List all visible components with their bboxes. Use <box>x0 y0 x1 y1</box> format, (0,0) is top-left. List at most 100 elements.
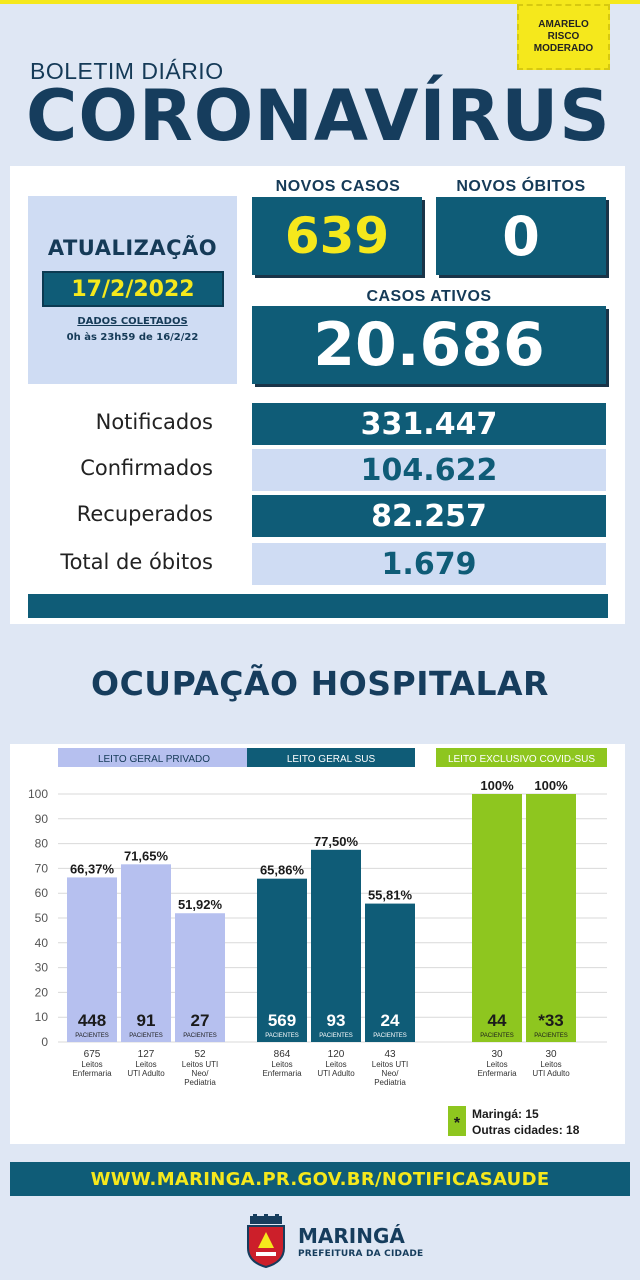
bar-bed-type-0-0-1: Enfermaria <box>72 1069 112 1078</box>
bar-percent-label-0-1: 71,65% <box>124 848 169 863</box>
new-deaths-label: NOVOS ÓBITOS <box>456 178 586 195</box>
bar-bed-type-0-1-0: Leitos <box>135 1060 156 1069</box>
city-hall-label: PREFEITURA DA CIDADE <box>298 1249 424 1259</box>
stat-label-confirmed: Confirmados <box>80 456 213 480</box>
y-tick-label-0: 0 <box>41 1035 48 1049</box>
bar-bed-type-0-0-0: Leitos <box>81 1060 102 1069</box>
new-cases-value: 639 <box>252 197 422 275</box>
bar-beds-count-2-0: 30 <box>491 1049 503 1060</box>
bar-0-0 <box>67 877 117 1042</box>
y-tick-label-100: 100 <box>28 787 48 801</box>
bar-bed-type-2-1-1: UTI Adulto <box>532 1069 570 1078</box>
risk-badge: AMARELO RISCO MODERADO <box>517 4 610 70</box>
stat-value-notified: 331.447 <box>252 403 606 445</box>
bar-patients-count-0-2: 27 <box>191 1011 210 1030</box>
bar-patients-label-2-1: PACIENTES <box>534 1033 568 1039</box>
group-header-2 <box>436 748 607 767</box>
footer-url-link[interactable]: WWW.MARINGA.PR.GOV.BR/NOTIFICASAUDE <box>90 1168 550 1190</box>
stat-label-notified: Notificados <box>95 410 213 434</box>
active-cases-label: CASOS ATIVOS <box>366 288 492 305</box>
bar-bed-type-1-1-1: UTI Adulto <box>317 1069 355 1078</box>
bar-bed-type-2-1-0: Leitos <box>540 1060 561 1069</box>
bar-bed-type-1-0-0: Leitos <box>271 1060 292 1069</box>
bar-1-1 <box>311 849 361 1042</box>
bar-patients-count-1-0: 569 <box>268 1011 296 1030</box>
bar-patients-label-0-2: PACIENTES <box>183 1033 217 1039</box>
bar-bed-type-1-2-0: Leitos UTI <box>372 1060 408 1069</box>
footnote-line-1: Maringá: 15 <box>472 1107 539 1121</box>
bar-beds-count-0-0: 675 <box>84 1049 101 1060</box>
bar-beds-count-1-0: 864 <box>274 1049 291 1060</box>
top-yellow-line <box>0 0 640 4</box>
bar-bed-type-0-2-1: Neo/ <box>192 1069 210 1078</box>
bar-patients-count-0-1: 91 <box>137 1011 156 1030</box>
y-tick-label-10: 10 <box>35 1010 49 1024</box>
update-label: ATUALIZAÇÃO <box>47 236 218 260</box>
group-header-0 <box>58 748 250 767</box>
hospital-occupancy-title: OCUPAÇÃO HOSPITALAR <box>91 664 549 703</box>
update-date: 17/2/2022 <box>42 271 224 307</box>
bulletin-title: CORONAVÍRUS <box>26 75 611 157</box>
bar-patients-count-2-1: *33 <box>538 1011 564 1030</box>
bar-2-0 <box>472 794 522 1042</box>
data-collected-period: 0h às 23h59 de 16/2/22 <box>66 332 199 343</box>
footnote-line-2: Outras cidades: 18 <box>472 1123 580 1137</box>
stat-value-total-deaths: 1.679 <box>252 543 606 585</box>
stat-value-confirmed: 104.622 <box>252 449 606 491</box>
bar-2-1 <box>526 794 576 1042</box>
stat-label-recovered: Recuperados <box>76 502 213 526</box>
bar-bed-type-0-1-1: UTI Adulto <box>127 1069 165 1078</box>
bar-percent-label-0-0: 66,37% <box>70 861 115 876</box>
city-coat-of-arms-icon <box>247 1214 285 1268</box>
bar-patients-label-0-0: PACIENTES <box>75 1033 109 1039</box>
footer-url-bar: WWW.MARINGA.PR.GOV.BR/NOTIFICASAUDE <box>10 1162 630 1196</box>
y-tick-label-60: 60 <box>35 886 49 900</box>
bar-bed-type-2-0-1: Enfermaria <box>477 1069 517 1078</box>
bar-patients-label-1-0: PACIENTES <box>265 1033 299 1039</box>
bar-0-1 <box>121 864 171 1042</box>
group-header-label-0: LEITO GERAL PRIVADO <box>98 754 210 765</box>
update-box: ATUALIZAÇÃO 17/2/2022 DADOS COLETADOS 0h… <box>28 196 237 384</box>
stat-value-recovered: 82.257 <box>252 495 606 537</box>
bar-patients-count-1-2: 24 <box>381 1011 400 1030</box>
bar-patients-label-2-0: PACIENTES <box>480 1033 514 1039</box>
bar-bed-type-1-2-1: Neo/ <box>382 1069 400 1078</box>
group-header-label-1: LEITO GERAL SUS <box>287 754 376 765</box>
footnote-marker: * <box>454 1115 461 1132</box>
bar-percent-label-1-1: 77,50% <box>314 834 359 849</box>
active-cases-value: 20.686 <box>252 306 606 384</box>
risk-line-1: AMARELO <box>538 19 589 30</box>
bar-beds-count-2-1: 30 <box>545 1049 557 1060</box>
y-tick-label-30: 30 <box>35 961 49 975</box>
bar-patients-count-1-1: 93 <box>327 1011 346 1030</box>
hospital-occupancy-chart: 100 90 80 70 60 50 40 30 20 10 0 LEITO GERAL PRIVAD… <box>10 744 625 1144</box>
bar-patients-label-1-1: PACIENTES <box>319 1033 353 1039</box>
bar-patients-label-0-1: PACIENTES <box>129 1033 163 1039</box>
bar-patients-count-0-0: 448 <box>78 1011 106 1030</box>
bar-bed-type-1-1-0: Leitos <box>325 1060 346 1069</box>
y-tick-label-40: 40 <box>35 936 49 950</box>
new-cases-label: NOVOS CASOS <box>275 178 401 195</box>
bar-beds-count-1-1: 120 <box>328 1049 345 1060</box>
bulletin-subtitle: BOLETIM DIÁRIO <box>30 58 224 84</box>
data-collected-title: DADOS COLETADOS <box>77 316 188 327</box>
risk-line-2: RISCO <box>547 31 580 42</box>
bar-percent-label-2-1: 100% <box>534 778 568 793</box>
stats-bottom-bar <box>28 594 608 618</box>
y-tick-label-20: 20 <box>35 985 49 999</box>
bar-1-2 <box>365 903 415 1042</box>
bar-bed-type-0-2-2: Pediatria <box>184 1078 216 1087</box>
bar-percent-label-1-0: 65,86% <box>260 863 305 878</box>
new-deaths-value: 0 <box>436 197 606 275</box>
y-tick-label-90: 90 <box>35 812 49 826</box>
stat-label-total-deaths: Total de óbitos <box>60 550 213 574</box>
bar-0-2 <box>175 913 225 1042</box>
bar-patients-count-2-0: 44 <box>488 1011 507 1030</box>
bar-beds-count-0-2: 52 <box>194 1049 206 1060</box>
bar-patients-label-1-2: PACIENTES <box>373 1033 407 1039</box>
bar-percent-label-2-0: 100% <box>480 778 514 793</box>
city-name: MARINGÁ <box>298 1224 405 1248</box>
bar-bed-type-2-0-0: Leitos <box>486 1060 507 1069</box>
group-header-1 <box>247 748 415 767</box>
